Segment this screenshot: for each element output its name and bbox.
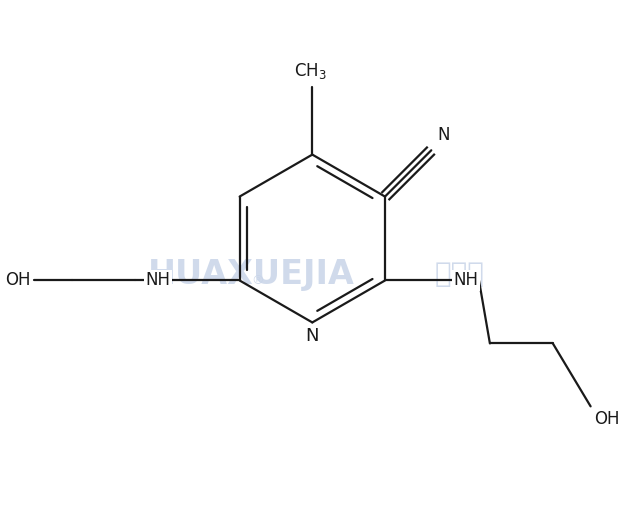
Text: NH: NH: [146, 271, 171, 290]
Text: N: N: [306, 326, 319, 345]
Text: OH: OH: [5, 271, 30, 290]
Text: NH: NH: [454, 271, 479, 290]
Text: ®: ®: [252, 274, 264, 287]
Text: HUAXUEJIA: HUAXUEJIA: [148, 257, 355, 291]
Text: CH$_3$: CH$_3$: [294, 61, 327, 81]
Text: 化学加: 化学加: [435, 260, 484, 288]
Text: OH: OH: [594, 409, 619, 428]
Text: N: N: [437, 127, 450, 144]
